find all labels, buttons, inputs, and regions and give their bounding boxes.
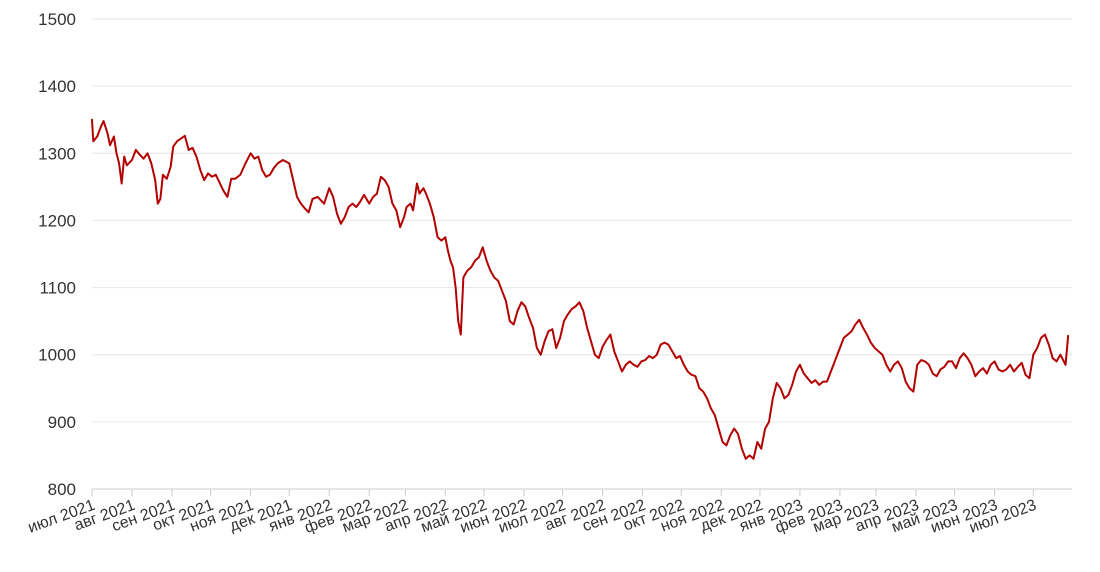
series-line-0 <box>91 118 1070 460</box>
y-tick-label: 1000 <box>38 346 76 365</box>
x-axis <box>91 488 1072 496</box>
y-tick-label: 800 <box>48 480 76 499</box>
y-tick-label: 1300 <box>38 144 76 163</box>
y-tick-label: 1200 <box>38 211 76 230</box>
y-tick-label: 1100 <box>39 279 76 298</box>
y-tick-label: 1500 <box>38 10 76 29</box>
grid-lines <box>92 18 1072 423</box>
series-layer <box>91 118 1070 460</box>
y-tick-label: 900 <box>48 413 76 432</box>
y-tick-label: 1400 <box>38 77 76 96</box>
y-axis-tick-labels: 800 900 1000 1100 1200 1300 1400 1500 <box>38 10 76 499</box>
